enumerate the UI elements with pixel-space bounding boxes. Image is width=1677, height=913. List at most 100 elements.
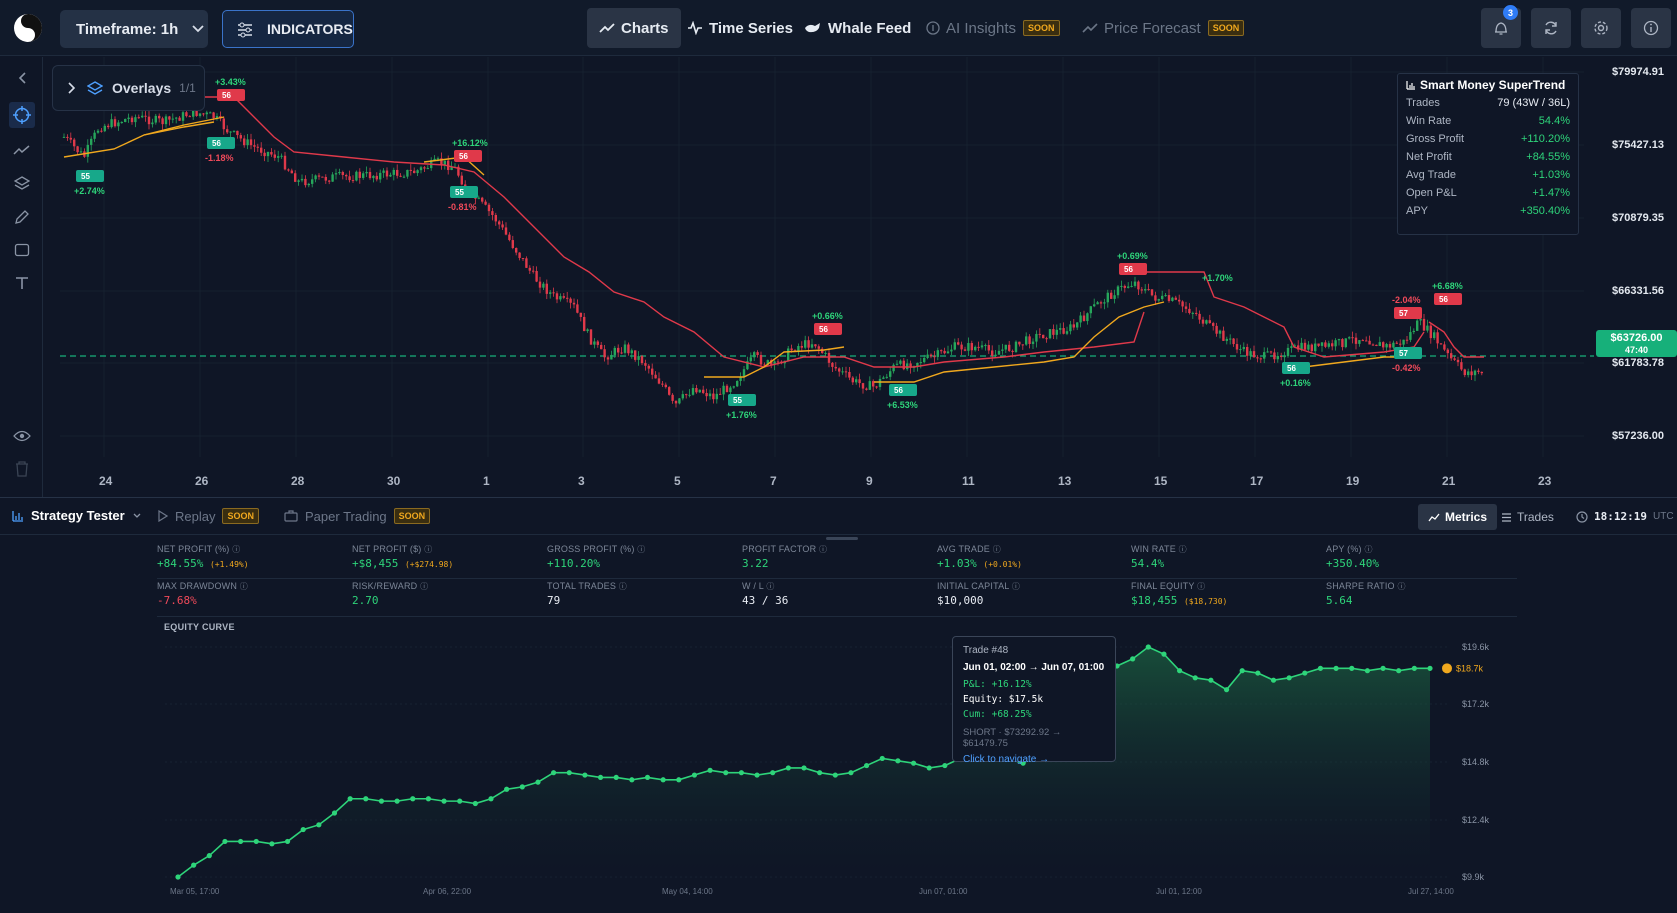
trade-marker[interactable]: 56 +6.53% — [887, 384, 918, 410]
layers-tool[interactable] — [9, 170, 35, 196]
equity-point[interactable] — [504, 786, 510, 792]
trade-marker[interactable]: 56 +3.43% — [215, 77, 246, 101]
equity-point[interactable] — [1427, 665, 1433, 671]
equity-point[interactable] — [848, 770, 854, 776]
notifications-button[interactable]: 3 — [1481, 5, 1521, 48]
equity-point[interactable] — [770, 770, 776, 776]
indicators-button[interactable]: INDICATORS — [222, 10, 354, 48]
trade-marker[interactable]: 57 -0.42% — [1392, 347, 1422, 373]
equity-point[interactable] — [472, 800, 478, 807]
yin-yang-logo-icon[interactable] — [14, 14, 42, 42]
nav-whale-feed[interactable]: Whale Feed — [804, 8, 911, 48]
equity-point[interactable] — [707, 767, 713, 773]
text-tool[interactable] — [9, 270, 35, 296]
trade-marker[interactable]: 56 +0.16% — [1280, 362, 1311, 388]
equity-point[interactable] — [817, 770, 823, 776]
equity-point[interactable] — [723, 770, 729, 776]
tooltip-navigate-link[interactable]: Click to navigate → — [963, 754, 1050, 765]
equity-point[interactable] — [1130, 656, 1136, 662]
trend-line-tool[interactable] — [9, 137, 35, 163]
equity-point[interactable] — [1411, 665, 1417, 671]
delete-drawings-button[interactable] — [9, 456, 35, 482]
equity-point[interactable] — [644, 774, 651, 781]
equity-point[interactable] — [864, 762, 870, 769]
equity-point[interactable] — [441, 798, 447, 804]
trade-marker[interactable]: 56 +16.12% — [452, 138, 488, 162]
equity-point[interactable] — [660, 777, 666, 783]
equity-point[interactable] — [1333, 665, 1339, 671]
equity-point[interactable] — [785, 765, 791, 771]
replay-button[interactable]: Replay SOON — [158, 508, 259, 524]
tab-trades[interactable]: Trades — [1491, 504, 1564, 530]
strategy-tester-dropdown[interactable]: Strategy Tester — [12, 508, 141, 523]
collapse-toolbar-button[interactable] — [9, 65, 35, 91]
equity-point[interactable] — [1192, 675, 1198, 681]
trade-marker[interactable]: 56 +0.66% — [812, 311, 843, 335]
equity-point[interactable] — [597, 774, 604, 781]
nav-ai-insights[interactable]: AI Insights SOON — [926, 8, 1060, 48]
settings-button[interactable] — [1581, 8, 1621, 48]
equity-point[interactable] — [1317, 665, 1324, 671]
equity-point[interactable] — [1255, 670, 1261, 676]
paper-trading-button[interactable]: Paper Trading SOON — [284, 508, 431, 524]
price-chart[interactable]: 55 +2.74% 56 +3.43% 56 -1.18% 56 +16.12% 55 -0.81… — [44, 57, 1677, 497]
equity-point[interactable] — [895, 758, 901, 764]
equity-point[interactable] — [1177, 668, 1183, 674]
trade-marker[interactable]: 57 -2.04% — [1392, 295, 1422, 319]
equity-point[interactable] — [1145, 644, 1151, 650]
trade-marker[interactable]: 55 +2.74% — [74, 170, 105, 196]
rectangle-tool[interactable] — [9, 237, 35, 263]
equity-point[interactable] — [629, 777, 635, 783]
equity-point[interactable] — [1302, 670, 1308, 676]
equity-point[interactable] — [175, 874, 181, 880]
visibility-toggle[interactable] — [9, 423, 35, 449]
equity-point[interactable] — [582, 772, 588, 778]
equity-point[interactable] — [347, 796, 353, 802]
equity-curve-chart[interactable]: $19.6k $17.2k $14.8k $12.4k $9.9k $18.7k Mar 0… — [0, 630, 1677, 913]
equity-point[interactable] — [284, 838, 291, 845]
equity-point[interactable] — [425, 796, 431, 802]
trade-marker[interactable]: 55 -0.81% — [448, 186, 478, 212]
equity-point[interactable] — [926, 765, 932, 771]
equity-point[interactable] — [1380, 665, 1386, 671]
equity-point[interactable] — [535, 779, 541, 785]
equity-point[interactable] — [1270, 677, 1277, 683]
equity-point[interactable] — [378, 798, 385, 804]
equity-point[interactable] — [1223, 687, 1230, 693]
equity-point[interactable] — [519, 784, 525, 790]
equity-point[interactable] — [269, 841, 275, 847]
refresh-button[interactable] — [1531, 8, 1571, 48]
equity-point[interactable] — [879, 755, 885, 762]
tab-metrics[interactable]: Metrics — [1418, 504, 1498, 530]
equity-point[interactable] — [488, 796, 494, 802]
equity-point[interactable] — [1161, 651, 1167, 657]
timeframe-select[interactable]: Timeframe: 1h — [60, 10, 208, 48]
resize-handle[interactable] — [826, 537, 858, 540]
equity-point[interactable] — [551, 770, 557, 776]
equity-point[interactable] — [738, 770, 745, 776]
info-button[interactable] — [1631, 8, 1671, 48]
trade-marker[interactable]: 56 -1.18% — [205, 137, 235, 163]
equity-point[interactable] — [457, 798, 463, 804]
equity-point[interactable] — [238, 838, 244, 845]
equity-point[interactable] — [222, 838, 228, 845]
trade-marker[interactable]: +1.70% — [1202, 273, 1233, 283]
equity-point[interactable] — [942, 762, 948, 769]
equity-point[interactable] — [1349, 665, 1355, 671]
equity-point[interactable] — [832, 772, 838, 778]
equity-point[interactable] — [363, 796, 369, 802]
nav-price-forecast[interactable]: Price Forecast SOON — [1082, 8, 1245, 48]
equity-point[interactable] — [566, 770, 572, 776]
nav-charts[interactable]: Charts — [587, 8, 681, 48]
equity-point[interactable] — [1396, 668, 1402, 674]
nav-time-series[interactable]: Time Series — [687, 8, 793, 48]
equity-point[interactable] — [676, 777, 682, 783]
equity-point[interactable] — [253, 838, 259, 845]
pen-tool[interactable] — [9, 204, 35, 230]
equity-point[interactable] — [410, 796, 416, 802]
equity-point[interactable] — [206, 853, 212, 859]
crosshair-tool[interactable] — [9, 102, 35, 128]
trade-marker[interactable]: 55 +1.76% — [726, 394, 757, 420]
equity-point[interactable] — [910, 760, 917, 766]
equity-point[interactable] — [1286, 675, 1292, 681]
